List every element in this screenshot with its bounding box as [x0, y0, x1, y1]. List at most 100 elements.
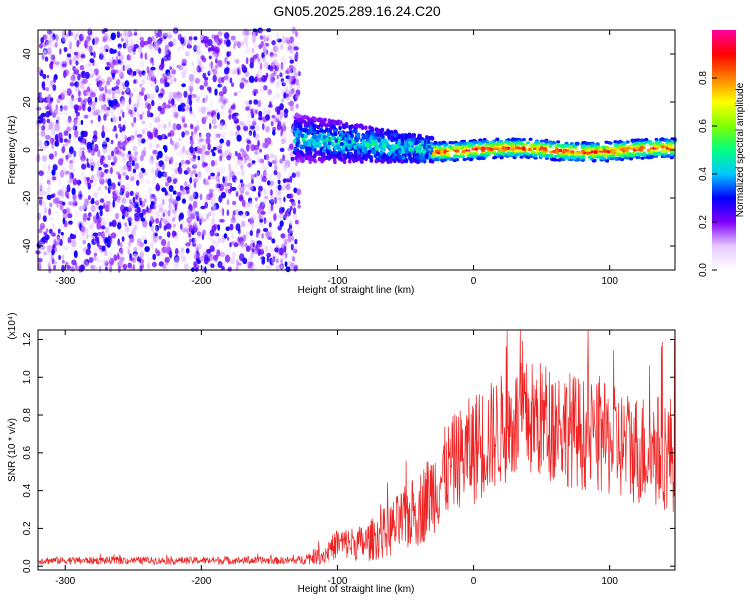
spectrogram-cell — [495, 137, 500, 142]
spectrogram-cell — [98, 94, 104, 102]
spectrogram-cell — [244, 242, 248, 248]
spectrogram-cell — [275, 80, 279, 88]
spectrogram-cell — [70, 125, 74, 132]
spectrogram-cell — [206, 213, 209, 220]
spectrogram-cell — [223, 39, 227, 45]
spectrogram-cell — [660, 145, 665, 149]
spectrogram-cell — [602, 148, 607, 152]
spectrogram-cell — [297, 199, 301, 205]
spectrogram-cell — [48, 126, 52, 131]
spectrogram-cell — [147, 103, 152, 111]
spectrogram-cell — [266, 180, 271, 186]
spectrogram-cell — [338, 155, 342, 160]
spectrogram-cell — [257, 153, 260, 161]
spectrogram-cell — [301, 137, 306, 142]
snr-y-ticks: 0.00.20.40.60.81.01.2 — [22, 332, 675, 573]
spectrogram-cell — [667, 144, 672, 149]
spectrogram-cell — [150, 93, 155, 102]
spectrogram-cell — [212, 74, 217, 83]
spectrogram-cell — [65, 62, 69, 68]
spectrogram-cell — [187, 94, 192, 100]
spectrogram-cell — [289, 198, 295, 203]
spectrogram-cell — [220, 131, 226, 137]
spectrogram-cell — [330, 136, 334, 141]
spectrogram-cell — [506, 140, 510, 145]
spectrogram-cell — [123, 164, 128, 171]
spectrogram-cell — [224, 123, 228, 130]
spectrogram-cell — [89, 157, 94, 163]
spectrogram-cell — [241, 211, 248, 219]
spectrogram-cell — [246, 105, 251, 112]
spectrogram-cell — [271, 238, 276, 244]
spectrogram-cell — [163, 55, 168, 62]
spectrogram-cell — [243, 100, 250, 105]
spectrogram-cell — [63, 70, 67, 79]
spectrogram-cell — [390, 130, 394, 135]
spectrogram-cell — [172, 190, 177, 195]
spectrogram-cell — [251, 248, 255, 253]
spectrogram-cell — [477, 146, 482, 150]
spectrogram-cell — [48, 208, 51, 216]
spectrogram-cell — [263, 43, 267, 51]
spectrogram-cell — [599, 152, 604, 156]
spectrogram-cell — [294, 93, 300, 100]
spectrogram-cell — [206, 133, 211, 139]
spectrogram-cell — [263, 169, 267, 178]
spectrogram-cell — [119, 126, 123, 133]
spectrogram-cell — [110, 117, 114, 122]
spectrogram-cell — [244, 79, 249, 84]
spectrogram-cell — [152, 85, 159, 92]
spectrogram-cell — [521, 138, 526, 142]
spectrogram-cell — [239, 186, 245, 194]
spectrogram-cell — [43, 141, 48, 149]
spectrogram-cell — [192, 242, 197, 247]
spectrogram-cell — [196, 56, 201, 63]
spectrogram-cell — [606, 150, 611, 154]
spectrogram-cell — [80, 147, 86, 151]
spectrogram-cell — [210, 211, 216, 218]
spectrogram-cell — [200, 55, 205, 60]
spectrogram-cell — [235, 188, 238, 193]
spectrogram-cell — [174, 162, 180, 167]
spectrogram-cell — [103, 202, 106, 209]
spectrogram-cell — [173, 223, 176, 228]
spectrogram-cell — [167, 176, 172, 183]
spectrogram-cell — [455, 149, 460, 153]
spectrogram-cell — [47, 175, 50, 181]
spectrogram-cell — [159, 250, 164, 257]
spectrogram-cell — [90, 205, 96, 213]
spectrogram-cell — [542, 148, 547, 152]
spectrogram-cell — [365, 143, 370, 148]
spectrogram-cell — [280, 43, 284, 50]
spectrogram-cell — [126, 136, 132, 142]
spectrogram-cell — [149, 214, 154, 222]
spectrogram-cell — [150, 155, 154, 162]
spectrogram-cell — [124, 225, 130, 233]
spectrogram-cell — [68, 220, 73, 225]
spectrogram-cell — [221, 208, 225, 216]
spectrogram-cell — [40, 37, 44, 44]
y-tick-label: -40 — [22, 238, 33, 253]
spectrogram-cell — [174, 263, 179, 270]
spectrogram-cell — [421, 149, 426, 155]
spectrogram-cell — [102, 141, 108, 150]
spectrogram-cell — [82, 239, 87, 245]
spectrogram-cell — [353, 123, 358, 129]
spectrogram-cell — [584, 141, 589, 146]
spectrogram-cell — [69, 82, 75, 87]
spectrogram-cell — [289, 219, 293, 226]
spectrogram-cell — [96, 212, 99, 220]
spectrogram-cell — [214, 241, 219, 248]
spectrogram-cell — [114, 146, 120, 155]
spectrogram-cell — [670, 150, 675, 154]
spectrogram-cell — [278, 80, 282, 88]
spectrogram-cell — [164, 171, 167, 178]
spectrogram-cell — [155, 224, 160, 232]
spectrogram-cell — [171, 73, 175, 79]
x-tick-label: 0 — [471, 576, 477, 587]
spectrogram-cell — [53, 238, 57, 246]
spectrogram-cell — [272, 256, 276, 262]
spectrogram-cell — [88, 45, 93, 53]
spectrogram-cell — [69, 177, 73, 183]
spectrogram-cell — [84, 71, 90, 79]
